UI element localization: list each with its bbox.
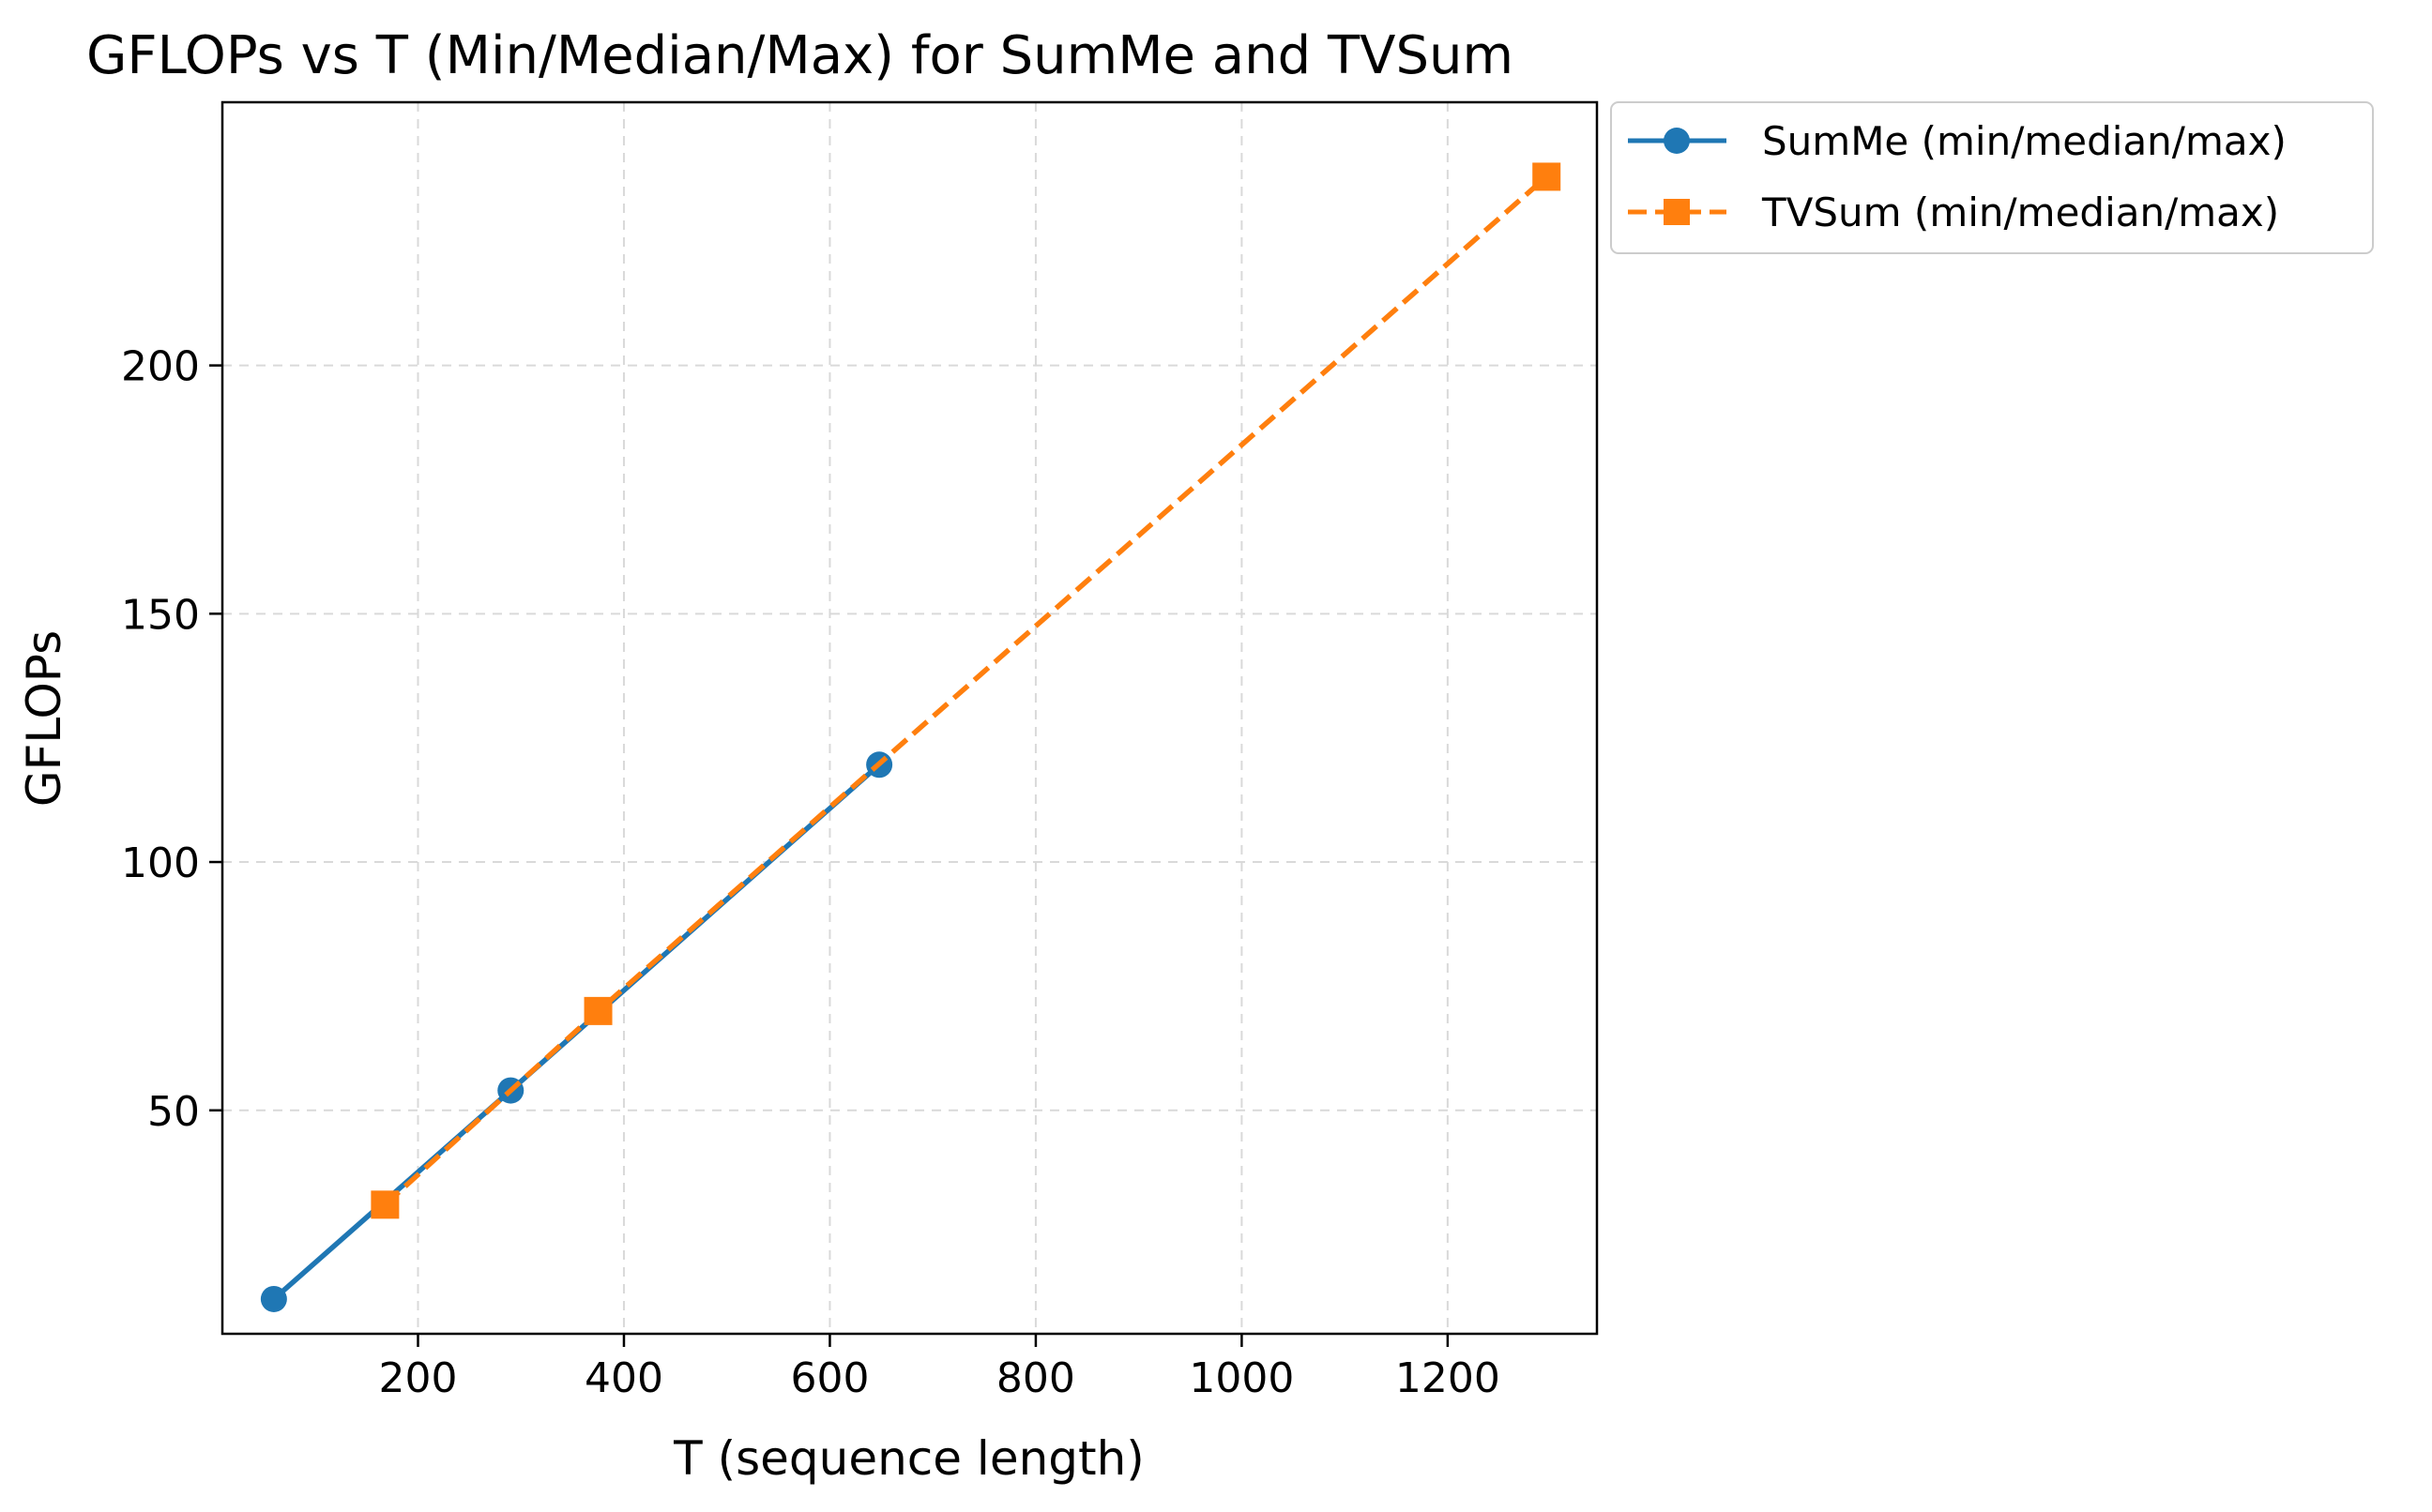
y-axis-label: GFLOPs [17,630,71,807]
x-tick-label: 800 [996,1354,1075,1402]
series-layer [260,162,1561,1312]
y-tick-label: 150 [121,591,200,639]
plot-area-frame [220,100,1599,1336]
data-point-tvsum [584,996,613,1025]
x-axis-ticks: 200 400 600 800 1000 1200 [379,1334,1500,1402]
legend-marker-summe [1664,128,1690,154]
legend: SumMe (min/median/max) TVSum (min/median… [1610,101,2374,254]
grid-lines [222,102,1597,1334]
data-point-tvsum [1532,162,1561,191]
chart-title: GFLOPs vs T (Min/Median/Max) for SumMe a… [86,25,1513,86]
x-tick-label: 600 [790,1354,869,1402]
legend-label-tvsum: TVSum (min/median/max) [1761,189,2279,235]
x-tick-label: 200 [379,1354,458,1402]
data-point-summe [260,1285,287,1312]
x-axis-label: T (sequence length) [673,1431,1145,1486]
y-tick-label: 50 [147,1088,200,1136]
legend-label-summe: SumMe (min/median/max) [1762,118,2287,164]
x-tick-label: 1000 [1189,1354,1294,1402]
series-tvsum [371,162,1561,1219]
y-tick-label: 200 [121,343,200,391]
data-point-tvsum [371,1190,400,1219]
x-tick-label: 400 [585,1354,663,1402]
x-tick-label: 1200 [1395,1354,1500,1402]
y-axis-ticks: 50 100 150 200 [121,343,222,1136]
legend-marker-tvsum [1664,199,1690,225]
y-tick-label: 100 [121,839,200,887]
legend-box [1610,101,2374,254]
